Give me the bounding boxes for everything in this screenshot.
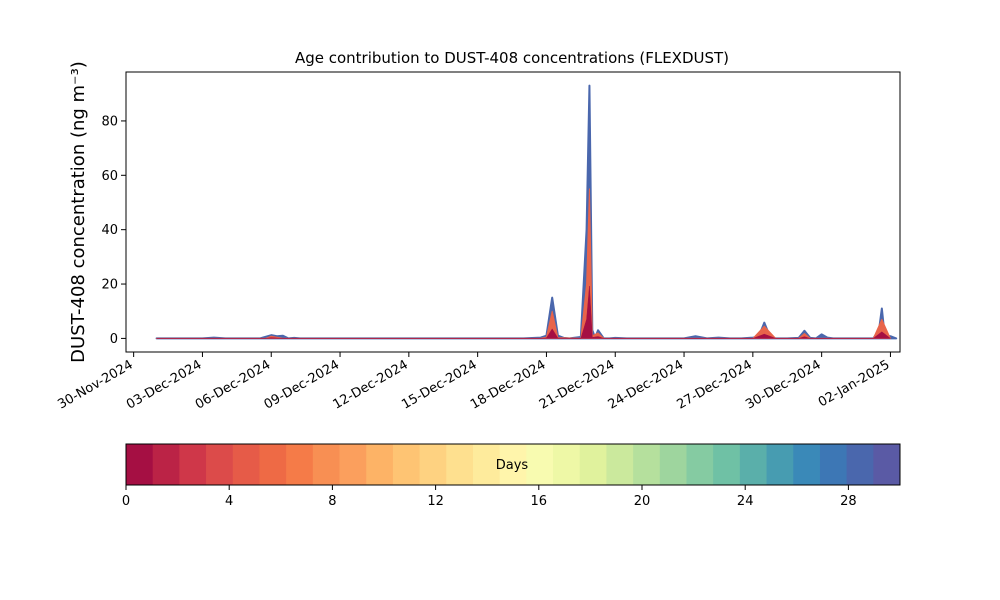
- x-tick-label: 30-Dec-2024: [743, 357, 823, 412]
- colorbar-segment: [526, 444, 554, 485]
- colorbar-segment: [312, 444, 341, 485]
- y-axis: 0 20 40 60 80: [101, 114, 126, 347]
- colorbar-tick-label: 24: [737, 494, 754, 509]
- colorbar-tick-label: 8: [328, 494, 336, 509]
- x-tick-label: 09-Dec-2024: [262, 357, 342, 412]
- colorbar-segment: [179, 444, 207, 485]
- series-youngest-area: [156, 285, 891, 339]
- colorbar-segment: [819, 444, 848, 485]
- x-tick-label: 12-Dec-2024: [330, 357, 410, 412]
- colorbar-segment: [419, 444, 447, 485]
- colorbar-segment: [499, 444, 527, 485]
- colorbar-tick-label: 12: [427, 494, 444, 509]
- colorbar-frame: [125, 443, 901, 486]
- x-tick-label: 24-Dec-2024: [606, 357, 686, 412]
- colorbar-segment: [873, 444, 901, 485]
- colorbar-segment: [446, 444, 474, 485]
- colorbar-tick-label: 28: [840, 494, 857, 509]
- colorbar-label: Days: [496, 458, 529, 473]
- colorbar-segment: [793, 444, 821, 485]
- x-tick-label: 30-Nov-2024: [55, 357, 135, 412]
- colorbar-tick-label: 16: [531, 494, 548, 509]
- series-total-area: [155, 84, 898, 340]
- colorbar-segment: [766, 444, 794, 485]
- y-axis-label: DUST-408 concentration (ng m⁻³): [68, 61, 89, 363]
- y-tick-label: 40: [101, 223, 118, 238]
- x-tick-label: 21-Dec-2024: [537, 357, 617, 412]
- colorbar-segment: [739, 444, 768, 485]
- x-tick-label: 02-Jan-2025: [816, 357, 893, 410]
- colorbar-segment: [126, 444, 154, 485]
- x-tick-label: 27-Dec-2024: [674, 357, 754, 412]
- colorbar-segment: [339, 444, 367, 485]
- colorbar-tick-label: 20: [634, 494, 651, 509]
- colorbar-segment: [713, 444, 741, 485]
- colorbar-segment: [633, 444, 661, 485]
- colorbar-segment: [606, 444, 634, 485]
- x-tick-label: 06-Dec-2024: [193, 357, 273, 412]
- series-fresh-area: [156, 188, 891, 339]
- colorbar-segment: [846, 444, 874, 485]
- y-tick-label: 0: [110, 332, 118, 347]
- colorbar-segment: [686, 444, 714, 485]
- colorbar-segment: [553, 444, 581, 485]
- y-tick-label: 60: [101, 169, 118, 184]
- colorbar-segment: [206, 444, 234, 485]
- y-tick-label: 20: [101, 278, 118, 293]
- colorbar-segment: [152, 444, 180, 485]
- y-tick-label: 80: [101, 114, 118, 129]
- x-tick-label: 18-Dec-2024: [468, 357, 548, 412]
- colorbar-segment: [259, 444, 287, 485]
- colorbar-tick-label: 0: [122, 494, 130, 509]
- colorbar-segment: [659, 444, 687, 485]
- colorbar-segment: [392, 444, 421, 485]
- plot-area: [155, 84, 898, 340]
- colorbar-tick-label: 4: [225, 494, 233, 509]
- colorbar-segment: [472, 444, 501, 485]
- colorbar-segment: [286, 444, 314, 485]
- colorbar-segment: [579, 444, 607, 485]
- x-tick-label: 03-Dec-2024: [124, 357, 204, 412]
- chart-title: Age contribution to DUST-408 concentrati…: [295, 49, 729, 67]
- plot-frame: [125, 71, 901, 353]
- colorbar-segment: [366, 444, 394, 485]
- colorbar-segment: [232, 444, 260, 485]
- x-tick-label: 15-Dec-2024: [399, 357, 479, 412]
- colorbar: 0 4 8 12 16 20 24 28: [122, 443, 901, 509]
- x-axis: 30-Nov-202403-Dec-202406-Dec-202409-Dec-…: [55, 352, 892, 413]
